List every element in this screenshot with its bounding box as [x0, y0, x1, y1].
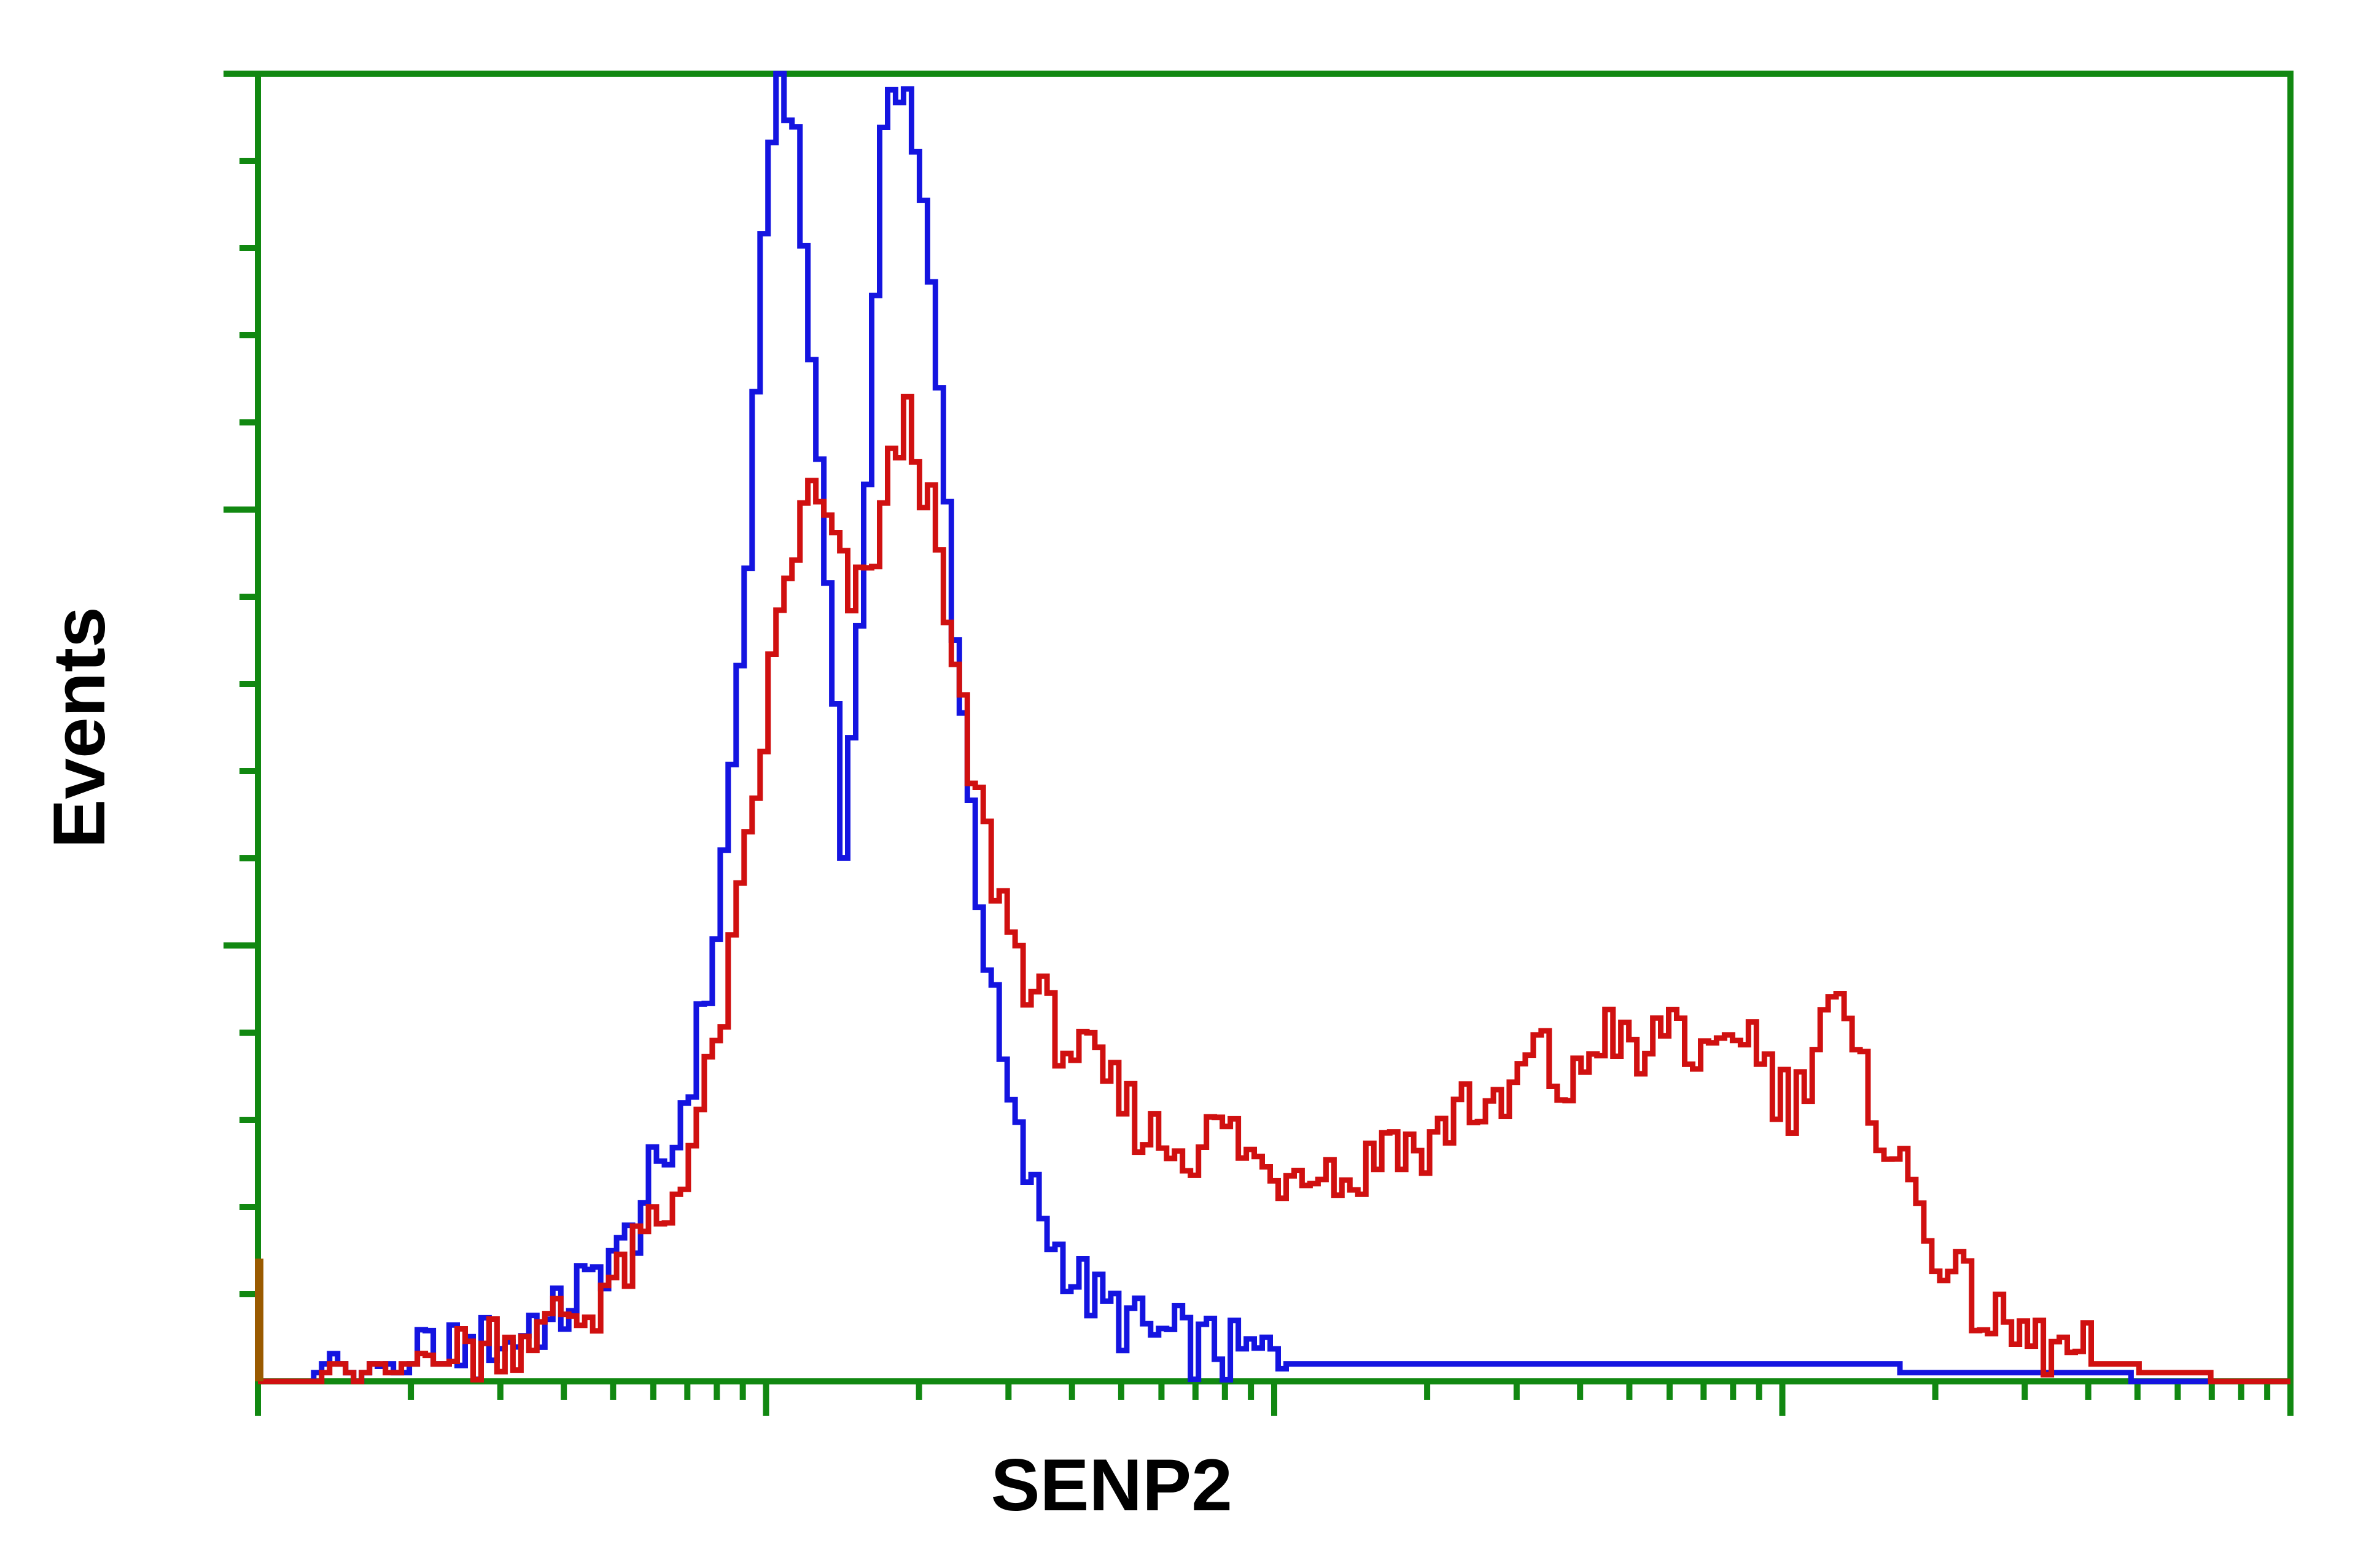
series-negative-control — [258, 74, 2290, 1381]
chart-wrapper: SENP2 Events — [0, 0, 2358, 1568]
series-group — [258, 74, 2290, 1381]
series-senp2-antibody — [258, 397, 2290, 1381]
plot-frame — [258, 74, 2290, 1381]
histogram-chart: SENP2 Events — [0, 0, 2358, 1568]
y-axis-ticks — [224, 74, 258, 1294]
x-axis-label: SENP2 — [990, 1444, 1232, 1526]
x-axis-ticks — [258, 1381, 2290, 1416]
y-axis-label: Events — [38, 607, 120, 848]
